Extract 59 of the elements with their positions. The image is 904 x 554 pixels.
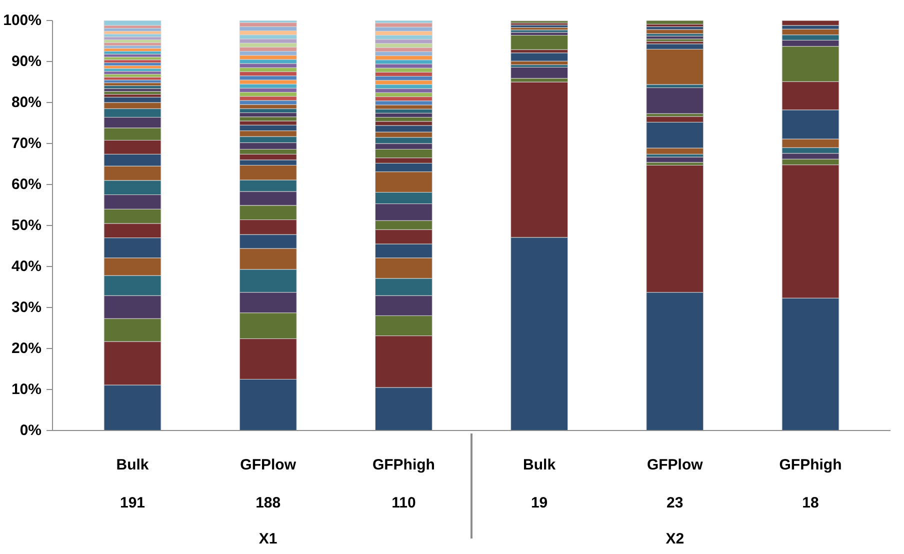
bar — [239, 116, 297, 122]
y-tick-label: 40% — [11, 258, 42, 275]
category-label: GFPhigh — [372, 456, 435, 474]
bar — [104, 76, 162, 80]
category-label: Bulk — [116, 456, 149, 474]
y-tick-label: 20% — [11, 340, 42, 357]
y-tick-label: 70% — [11, 135, 42, 152]
category-label: 23 — [666, 494, 684, 512]
y-tick-label: 90% — [11, 53, 42, 70]
bar — [782, 20, 840, 26]
bar — [646, 87, 704, 114]
bar — [104, 30, 162, 34]
y-tick-label: 0% — [20, 422, 42, 439]
y-tick-label: 10% — [11, 381, 42, 398]
bar — [104, 20, 162, 26]
bar — [104, 42, 162, 46]
text: X1 — [258, 530, 278, 548]
category-label: 18 — [802, 494, 819, 512]
bar — [104, 62, 162, 66]
bar — [104, 60, 162, 63]
category-label: 110 — [392, 494, 416, 512]
bar — [510, 35, 568, 50]
category-label: 188 — [256, 494, 281, 512]
bar — [239, 34, 297, 40]
bar — [510, 66, 568, 79]
bar — [239, 96, 297, 101]
category-label: Bulk — [523, 456, 556, 474]
y-tick-label: 60% — [11, 176, 42, 193]
bar — [104, 88, 162, 92]
bar — [374, 100, 432, 106]
y-tick-label: 80% — [11, 94, 42, 111]
category-label: GFPlow — [240, 456, 296, 474]
text: X2 — [666, 530, 684, 548]
bar — [104, 54, 162, 58]
bar — [374, 60, 432, 64]
y-tick-label: 50% — [11, 217, 42, 234]
bar — [510, 52, 568, 62]
bar — [104, 36, 162, 40]
bar — [374, 80, 432, 85]
bar — [374, 20, 432, 24]
bar — [104, 40, 162, 43]
y-tick-label: 100% — [3, 12, 42, 29]
bar — [104, 82, 162, 86]
bar — [374, 39, 432, 44]
category-label: 19 — [530, 494, 548, 512]
y-tick-label: 30% — [11, 299, 42, 316]
bar — [239, 76, 297, 80]
bar — [104, 71, 162, 74]
bar — [104, 28, 162, 32]
category-label: GFPhigh — [779, 456, 842, 474]
bar — [104, 85, 162, 89]
category-label: GFPlow — [646, 456, 703, 474]
category-label: 191 — [120, 494, 146, 512]
bar — [104, 51, 162, 54]
bar — [104, 74, 162, 78]
bar — [646, 20, 704, 24]
bar — [104, 48, 162, 52]
bar — [239, 55, 297, 60]
bar — [104, 65, 162, 69]
